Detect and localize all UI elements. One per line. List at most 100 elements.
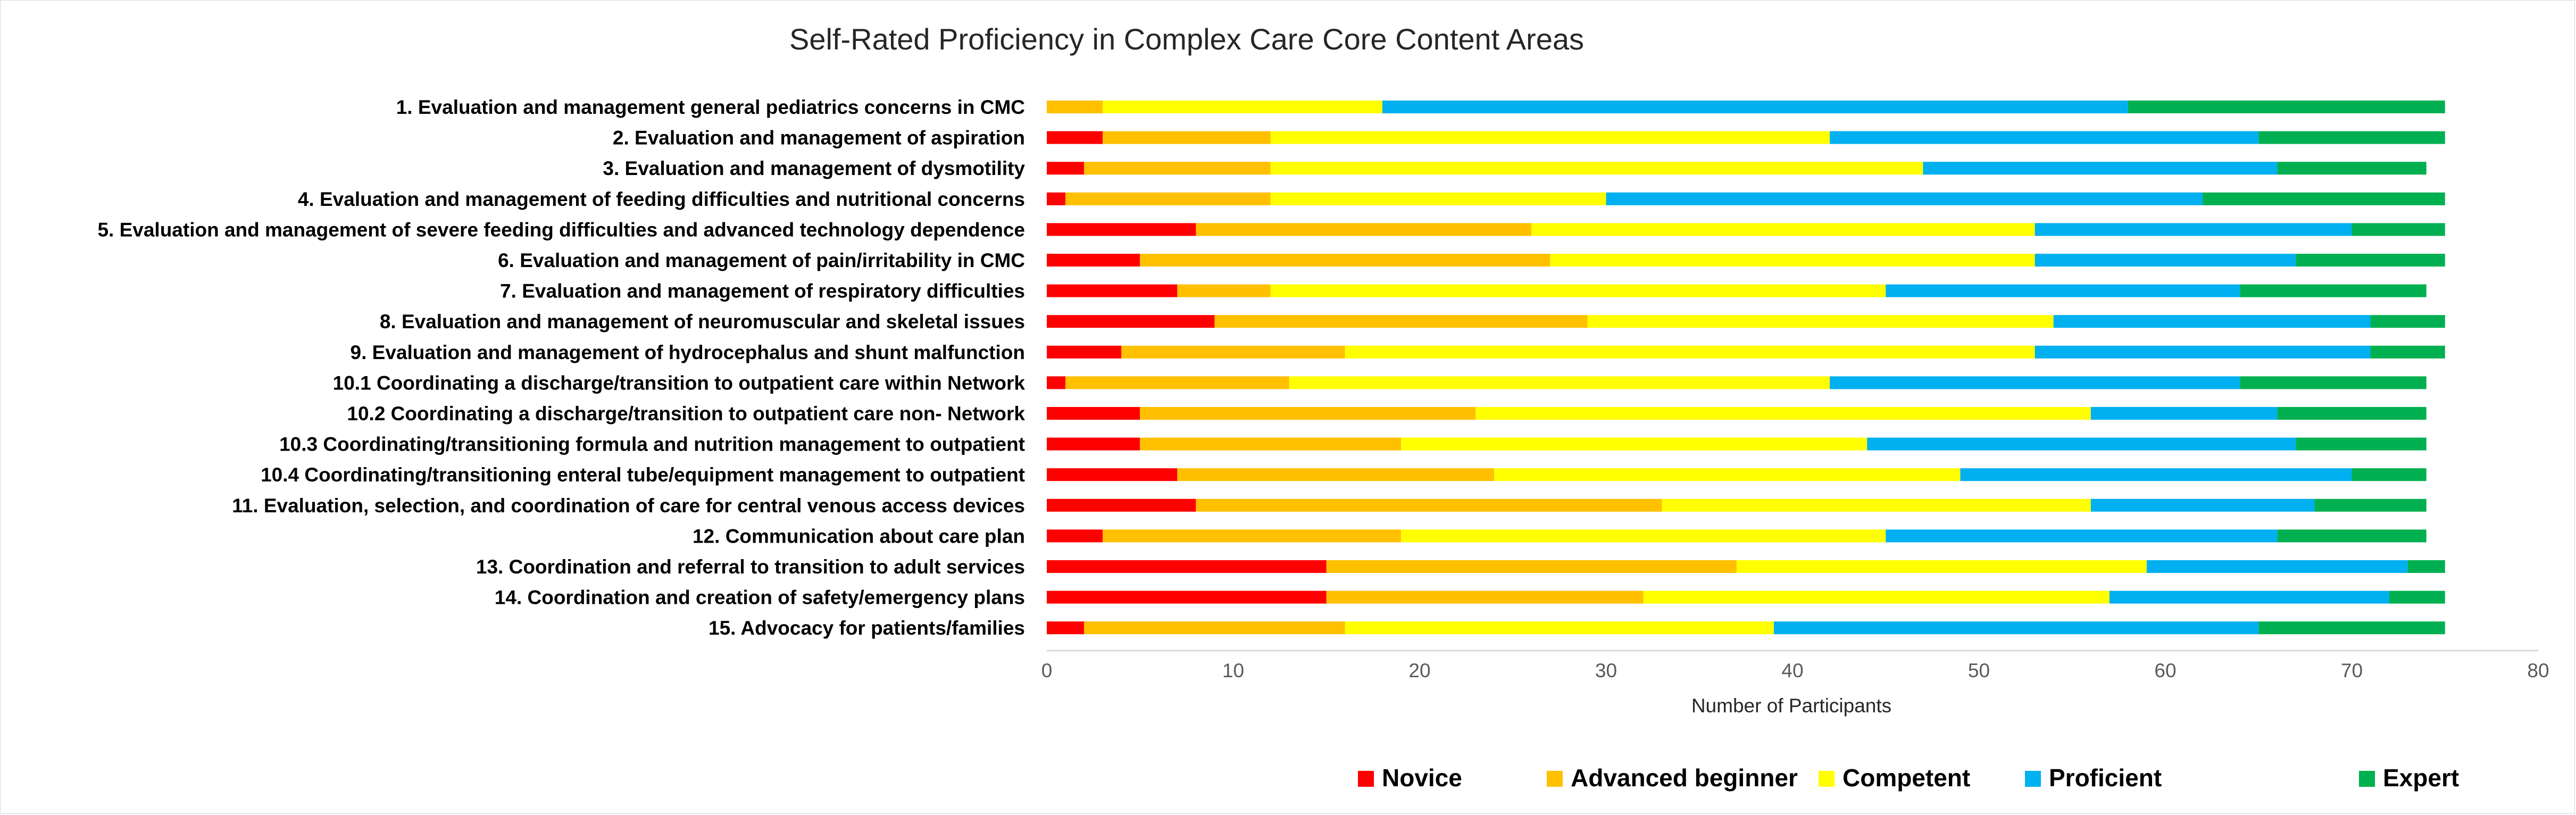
bar-segment-expert	[2296, 437, 2427, 451]
legend-label: Advanced beginner	[1571, 764, 1798, 792]
chart-title: Self-Rated Proficiency in Complex Care C…	[789, 22, 1584, 56]
bar-segment-novice	[1047, 437, 1140, 451]
bar-segment-expert	[2389, 591, 2445, 604]
legend-label: Proficient	[2049, 764, 2162, 792]
bar-segment-expert	[2240, 284, 2427, 297]
category-label: 6. Evaluation and management of pain/irr…	[498, 250, 1025, 271]
category-label: 10.1 Coordinating a discharge/transition…	[333, 372, 1026, 394]
bar-segment-competent	[1270, 192, 1606, 205]
bar-segment-novice	[1047, 468, 1178, 481]
category-label: 15. Advocacy for patients/families	[708, 617, 1025, 639]
bar-segment-novice	[1047, 591, 1327, 604]
bar-segment-proficient	[2035, 345, 2371, 359]
bar-segment-competent	[1736, 560, 2147, 573]
legend-label: Novice	[1382, 764, 1462, 792]
bar-segment-competent	[1662, 498, 2091, 512]
category-label: 7. Evaluation and management of respirat…	[500, 280, 1025, 302]
bar-segment-proficient	[2109, 591, 2389, 604]
bar-segment-novice	[1047, 529, 1103, 543]
bar-segment-proficient	[1830, 376, 2240, 389]
bar-segment-novice	[1047, 192, 1066, 205]
category-label: 13. Coordination and referral to transit…	[476, 556, 1025, 578]
bar-segment-competent	[1643, 591, 2110, 604]
bar-segment-expert	[2407, 560, 2445, 573]
bar-segment-advanced-beginner	[1140, 254, 1550, 267]
x-tick-label: 60	[2154, 660, 2176, 681]
bar-segment-competent	[1400, 529, 1886, 543]
bar-segment-advanced-beginner	[1103, 131, 1271, 144]
bar-segment-proficient	[2146, 560, 2408, 573]
category-label: 8. Evaluation and management of neuromus…	[380, 311, 1025, 332]
bar-segment-competent	[1270, 284, 1886, 297]
bar-segment-expert	[2314, 498, 2427, 512]
bar-segment-advanced-beginner	[1177, 284, 1271, 297]
bar-segment-competent	[1531, 223, 2035, 236]
x-axis-title: Number of Participants	[1691, 695, 1891, 717]
bar-segment-novice	[1047, 407, 1140, 420]
bar-segment-expert	[2370, 345, 2445, 359]
bar-segment-expert	[2277, 529, 2427, 543]
category-label: 9. Evaluation and management of hydrocep…	[351, 342, 1025, 363]
category-label: 10.4 Coordinating/transitioning enteral …	[261, 464, 1025, 486]
bar-segment-advanced-beginner	[1196, 223, 1532, 236]
category-label: 14. Coordination and creation of safety/…	[495, 587, 1025, 609]
bar-segment-proficient	[1606, 192, 2203, 205]
bar-segment-advanced-beginner	[1140, 437, 1401, 451]
bar-segment-advanced-beginner	[1177, 468, 1495, 481]
bar-segment-proficient	[1960, 468, 2352, 481]
bar-segment-competent	[1494, 468, 1961, 481]
bar-segment-novice	[1047, 254, 1140, 267]
bar-segment-competent	[1289, 376, 1830, 389]
bar-segment-expert	[2128, 101, 2445, 113]
bar-segment-novice	[1047, 315, 1215, 328]
bar-segment-proficient	[2035, 223, 2352, 236]
bar-segment-expert	[2203, 192, 2445, 205]
bars	[1047, 101, 2445, 635]
bar-segment-novice	[1047, 560, 1327, 573]
bar-segment-competent	[1270, 131, 1830, 144]
bar-segment-competent	[1400, 437, 1868, 451]
bar-segment-expert	[2277, 162, 2427, 175]
bar-segment-novice	[1047, 223, 1196, 236]
bar-segment-expert	[2370, 315, 2445, 328]
bar-segment-advanced-beginner	[1121, 345, 1345, 359]
bar-segment-advanced-beginner	[1140, 407, 1476, 420]
bar-segment-proficient	[2053, 315, 2371, 328]
bar-segment-expert	[2258, 621, 2445, 635]
bar-segment-novice	[1047, 131, 1103, 144]
bar-segment-novice	[1047, 345, 1122, 359]
bar-segment-novice	[1047, 621, 1085, 635]
bar-segment-expert	[2277, 407, 2427, 420]
bar-segment-competent	[1550, 254, 2035, 267]
category-label: 10.2 Coordinating a discharge/transition…	[347, 403, 1025, 425]
category-labels: 1. Evaluation and management general ped…	[97, 96, 1025, 639]
bar-segment-novice	[1047, 162, 1085, 175]
legend-label: Expert	[2383, 764, 2459, 792]
legend: Novice Advanced beginner Competent Proficie…	[1358, 764, 2459, 792]
bar-segment-advanced-beginner	[1047, 101, 1103, 113]
legend-swatch	[1358, 771, 1374, 787]
bar-segment-advanced-beginner	[1103, 529, 1401, 543]
bar-segment-competent	[1345, 621, 1774, 635]
category-label: 4. Evaluation and management of feeding …	[298, 188, 1025, 210]
bar-segment-expert	[2296, 254, 2445, 267]
x-tick-label: 80	[2527, 660, 2549, 681]
category-label: 3. Evaluation and management of dysmotil…	[603, 157, 1025, 179]
bar-segment-proficient	[2035, 254, 2296, 267]
bar-segment-proficient	[1867, 437, 2296, 451]
bar-segment-advanced-beginner	[1084, 162, 1271, 175]
bar-segment-novice	[1047, 284, 1178, 297]
bar-segment-advanced-beginner	[1326, 591, 1644, 604]
bar-segment-novice	[1047, 376, 1066, 389]
x-tick-label: 70	[2341, 660, 2363, 681]
bar-segment-expert	[2258, 131, 2445, 144]
x-tick-label: 50	[1968, 660, 1990, 681]
bar-segment-competent	[1103, 101, 1382, 113]
category-label: 2. Evaluation and management of aspirati…	[613, 127, 1025, 149]
category-label: 1. Evaluation and management general ped…	[396, 96, 1025, 118]
bar-segment-proficient	[2090, 407, 2278, 420]
category-label: 11. Evaluation, selection, and coordinat…	[232, 495, 1025, 517]
bar-segment-proficient	[1382, 101, 2128, 113]
bar-segment-proficient	[1773, 621, 2259, 635]
